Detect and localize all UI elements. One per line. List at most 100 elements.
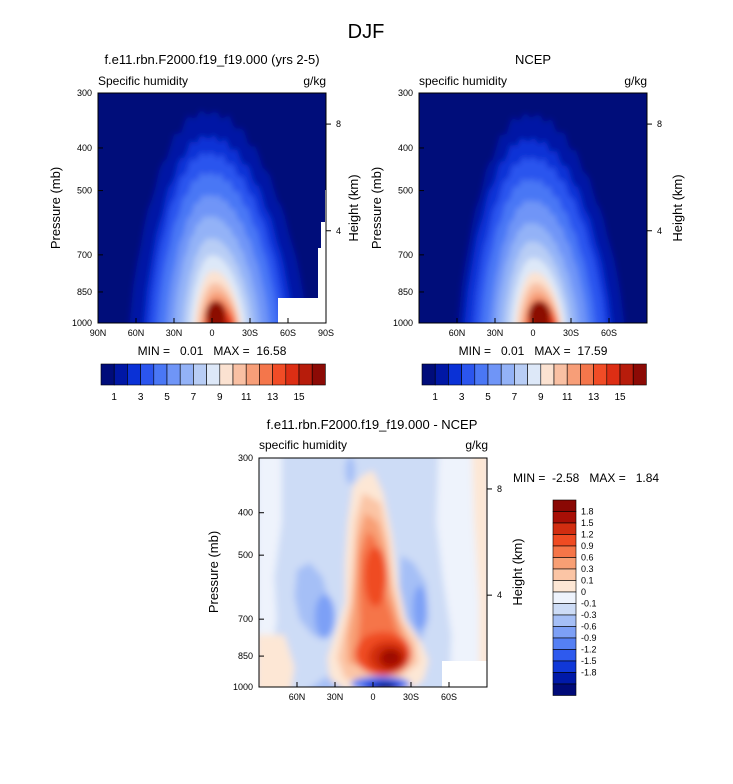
contour-fill <box>345 458 356 485</box>
y-tick-label: 700 <box>398 250 413 260</box>
heatmap-field <box>419 93 647 323</box>
colorbar-swatch <box>552 591 577 604</box>
colorbar-ncep: 1 3 5 7 9 11 13 15 <box>421 363 647 403</box>
y-axis-label: Pressure (mb) <box>369 167 384 249</box>
colorbar-swatch <box>474 363 489 386</box>
contour-fill <box>364 546 387 607</box>
colorbar-model: 1 3 5 7 9 11 13 15 <box>100 363 326 403</box>
colorbar-swatch <box>206 363 221 386</box>
colorbar-label: 5 <box>485 392 491 403</box>
missing-data-region <box>321 222 326 250</box>
colorbar-swatch <box>552 511 577 524</box>
colorbar-label: 11 <box>241 392 252 403</box>
colorbar-label: -0.3 <box>581 610 597 620</box>
colorbar-label: 1.8 <box>581 507 594 517</box>
colorbar-swatch <box>552 580 577 593</box>
colorbar-swatch <box>514 363 528 386</box>
colorbar-label: -1.5 <box>581 656 597 666</box>
y-tick-label: 850 <box>398 287 413 297</box>
colorbar-label: 0.3 <box>581 564 594 574</box>
contour-fill <box>412 585 427 630</box>
colorbar-swatch <box>552 672 577 685</box>
colorbar-swatch <box>127 363 141 386</box>
x-tick-label: 0 <box>530 328 535 338</box>
colorbar-swatch <box>193 363 207 386</box>
colorbar-swatch <box>113 363 128 386</box>
x-tick-label: 30S <box>563 328 579 338</box>
colorbar-swatch <box>566 363 581 386</box>
colorbar-swatch <box>593 363 608 386</box>
y2-tick-label: 8 <box>657 119 662 129</box>
colorbar-label: 7 <box>512 392 518 403</box>
x-tick-label: 60N <box>449 328 466 338</box>
colorbar-label: 1 <box>432 392 438 403</box>
y-axis-label: Pressure (mb) <box>48 167 63 249</box>
colorbar-swatch <box>552 683 577 696</box>
y-tick-label: 400 <box>398 143 413 153</box>
x-tick-label: 60N <box>289 692 306 702</box>
contour-fill <box>259 458 282 687</box>
colorbar-difference: 1.81.5 1.20.9 0.60.3 0.10 -0.1-0.3 -0.6-0.9 -1… <box>552 499 597 696</box>
colorbar-label: 0.6 <box>581 553 594 563</box>
min-max-readout: MIN = -2.58 MAX = 1.84 <box>513 471 659 485</box>
heatmap-field <box>259 458 487 687</box>
y2-tick-label: 8 <box>336 119 341 129</box>
colorbar-swatch <box>285 363 300 386</box>
colorbar-swatch <box>232 363 247 386</box>
units-label: g/kg <box>303 74 326 88</box>
panel-title: f.e11.rbn.F2000.f19_f19.000 (yrs 2-5) <box>104 52 319 67</box>
y2-axis-label: Height (km) <box>346 174 361 241</box>
contour-fill <box>205 301 226 323</box>
y-tick-label: 300 <box>398 88 413 98</box>
colorbar-label: 13 <box>588 392 600 403</box>
missing-data-region <box>278 298 326 323</box>
contour-fill <box>386 653 395 660</box>
colorbar-swatch <box>552 637 577 650</box>
colorbar-label: 9 <box>217 392 223 403</box>
x-tick-label: 30N <box>166 328 183 338</box>
colorbar-label: 13 <box>267 392 279 403</box>
colorbar-label: -0.9 <box>581 633 597 643</box>
contour-fill <box>259 634 295 687</box>
y-tick-label: 300 <box>77 88 92 98</box>
y2-tick-label: 4 <box>497 590 502 600</box>
colorbar-swatch <box>552 545 577 558</box>
colorbar-swatch <box>140 363 155 386</box>
colorbar-label: -0.6 <box>581 622 597 632</box>
colorbar-swatch <box>632 363 647 386</box>
y-tick-label: 400 <box>77 143 92 153</box>
y2-tick-label: 4 <box>657 226 662 236</box>
colorbar-label: 9 <box>538 392 544 403</box>
panel-model: f.e11.rbn.F2000.f19_f19.000 (yrs 2-5) Sp… <box>48 52 361 358</box>
y-tick-label: 1000 <box>393 318 413 328</box>
units-label: g/kg <box>465 438 488 452</box>
y-tick-label: 700 <box>77 250 92 260</box>
y2-axis-label: Height (km) <box>510 538 525 605</box>
x-tick-label: 30S <box>242 328 258 338</box>
colorbar-swatch <box>487 363 502 386</box>
colorbar-swatch <box>552 603 577 616</box>
variable-label: specific humidity <box>259 438 347 452</box>
x-tick-label: 30N <box>327 692 344 702</box>
colorbar-swatch <box>421 363 436 386</box>
y-tick-label: 500 <box>77 186 92 196</box>
y2-tick-label: 4 <box>336 226 341 236</box>
colorbar-label: 7 <box>191 392 197 403</box>
units-label: g/kg <box>624 74 647 88</box>
colorbar-swatch <box>219 363 234 386</box>
x-tick-label: 0 <box>209 328 214 338</box>
contour-fill <box>472 458 487 687</box>
colorbar-swatch <box>552 614 577 627</box>
y-tick-label: 1000 <box>233 682 253 692</box>
colorbar-label: 0.1 <box>581 576 594 586</box>
y-tick-label: 500 <box>398 186 413 196</box>
y-tick-label: 500 <box>238 550 253 560</box>
colorbar-label: -1.8 <box>581 668 597 678</box>
colorbar-label: 0.9 <box>581 541 594 551</box>
x-tick-label: 60N <box>128 328 145 338</box>
panel-difference: f.e11.rbn.F2000.f19_f19.000 - NCEP speci… <box>206 417 659 702</box>
contour-fill <box>375 683 396 687</box>
x-tick-label: 90S <box>318 328 334 338</box>
colorbar-swatch <box>552 568 577 581</box>
y2-tick-label: 8 <box>497 484 502 494</box>
